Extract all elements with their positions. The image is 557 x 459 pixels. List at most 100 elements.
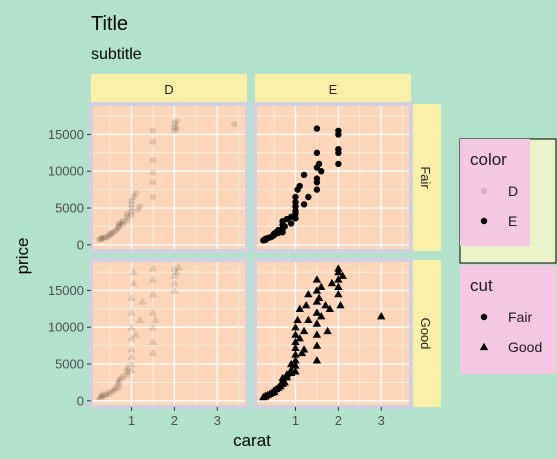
data-point xyxy=(116,373,125,382)
data-point xyxy=(321,300,330,309)
data-point xyxy=(104,233,112,240)
data-point xyxy=(170,286,179,294)
panel-content xyxy=(93,262,245,405)
legend-title: color xyxy=(470,150,507,169)
x-tick-label: 3 xyxy=(378,413,385,428)
data-point xyxy=(98,234,105,242)
data-point xyxy=(102,234,109,241)
y-tick-label: 10000 xyxy=(48,320,84,335)
strip-right-label-Good: Good xyxy=(418,318,433,350)
strip-top-label-D: D xyxy=(164,82,173,97)
data-point xyxy=(112,383,121,391)
data-point xyxy=(312,341,322,349)
data-point xyxy=(292,198,299,206)
data-point xyxy=(327,278,337,287)
data-point xyxy=(170,264,179,272)
data-point xyxy=(280,378,289,386)
data-point xyxy=(334,289,343,298)
legend-entry-label: E xyxy=(508,213,517,229)
panel-content xyxy=(257,262,409,405)
data-point xyxy=(231,120,238,128)
panel-D-Good xyxy=(89,258,249,409)
data-point xyxy=(114,376,123,384)
data-point xyxy=(135,315,145,324)
data-point xyxy=(127,345,136,353)
y-tick-label: 5000 xyxy=(55,201,84,216)
data-point xyxy=(291,343,300,351)
data-point xyxy=(129,278,138,287)
panel-content xyxy=(93,106,245,249)
data-point xyxy=(301,300,311,309)
data-point xyxy=(114,378,123,387)
data-point xyxy=(335,160,342,168)
data-point xyxy=(128,208,135,215)
data-point xyxy=(148,275,158,283)
legend-key-circle xyxy=(480,217,488,225)
y-tick-label: 0 xyxy=(77,237,84,252)
legend-entry-label: D xyxy=(508,183,518,199)
x-tick-label: 2 xyxy=(171,413,178,428)
data-point xyxy=(114,381,123,390)
data-point xyxy=(128,212,135,219)
data-point xyxy=(137,297,147,305)
data-point xyxy=(296,182,303,190)
data-point xyxy=(127,308,136,316)
data-point xyxy=(312,308,322,316)
data-point xyxy=(149,127,157,134)
data-point xyxy=(127,323,136,331)
data-point xyxy=(136,203,144,210)
data-point xyxy=(103,389,113,397)
y-tick-label: 15000 xyxy=(48,127,84,142)
data-point xyxy=(127,293,136,301)
data-point xyxy=(336,300,345,309)
data-point xyxy=(148,308,158,316)
data-point xyxy=(127,352,136,360)
data-point xyxy=(304,315,313,324)
data-point xyxy=(128,201,135,208)
data-point xyxy=(292,193,299,201)
data-point xyxy=(171,123,178,131)
data-point xyxy=(295,334,304,342)
data-point xyxy=(174,262,183,271)
data-point xyxy=(173,125,180,132)
data-point xyxy=(312,330,322,338)
data-point xyxy=(291,337,300,346)
panel-E-Good xyxy=(253,258,413,409)
data-point xyxy=(122,370,132,378)
data-point xyxy=(317,282,326,290)
data-point xyxy=(317,312,326,320)
data-point xyxy=(110,384,119,393)
data-point xyxy=(149,138,157,146)
data-point xyxy=(334,264,343,272)
data-point xyxy=(96,236,103,243)
data-point xyxy=(119,218,127,225)
data-point xyxy=(299,326,309,335)
data-point xyxy=(119,221,127,229)
data-point xyxy=(291,367,300,375)
data-point xyxy=(101,389,110,397)
data-point xyxy=(304,289,313,298)
data-point xyxy=(122,363,132,371)
data-point xyxy=(313,149,321,157)
data-point xyxy=(113,226,120,234)
y-tick-label: 10000 xyxy=(48,164,84,179)
data-point xyxy=(334,275,343,283)
data-point xyxy=(129,267,138,276)
strip-top-label-E: E xyxy=(329,82,338,97)
data-point xyxy=(106,230,114,237)
data-point xyxy=(148,337,158,346)
data-point xyxy=(150,315,160,324)
chart-subtitle: subtitle xyxy=(91,46,142,63)
data-point xyxy=(300,171,308,179)
data-point xyxy=(123,217,131,224)
data-point xyxy=(99,390,108,398)
data-point xyxy=(130,193,137,201)
panel-content xyxy=(257,106,409,249)
data-point xyxy=(312,286,322,294)
legend-key-bg xyxy=(473,180,495,202)
data-point xyxy=(292,215,299,222)
data-point xyxy=(173,118,180,125)
data-point xyxy=(100,234,107,242)
legend-cut: cut Fair Good xyxy=(460,265,556,374)
